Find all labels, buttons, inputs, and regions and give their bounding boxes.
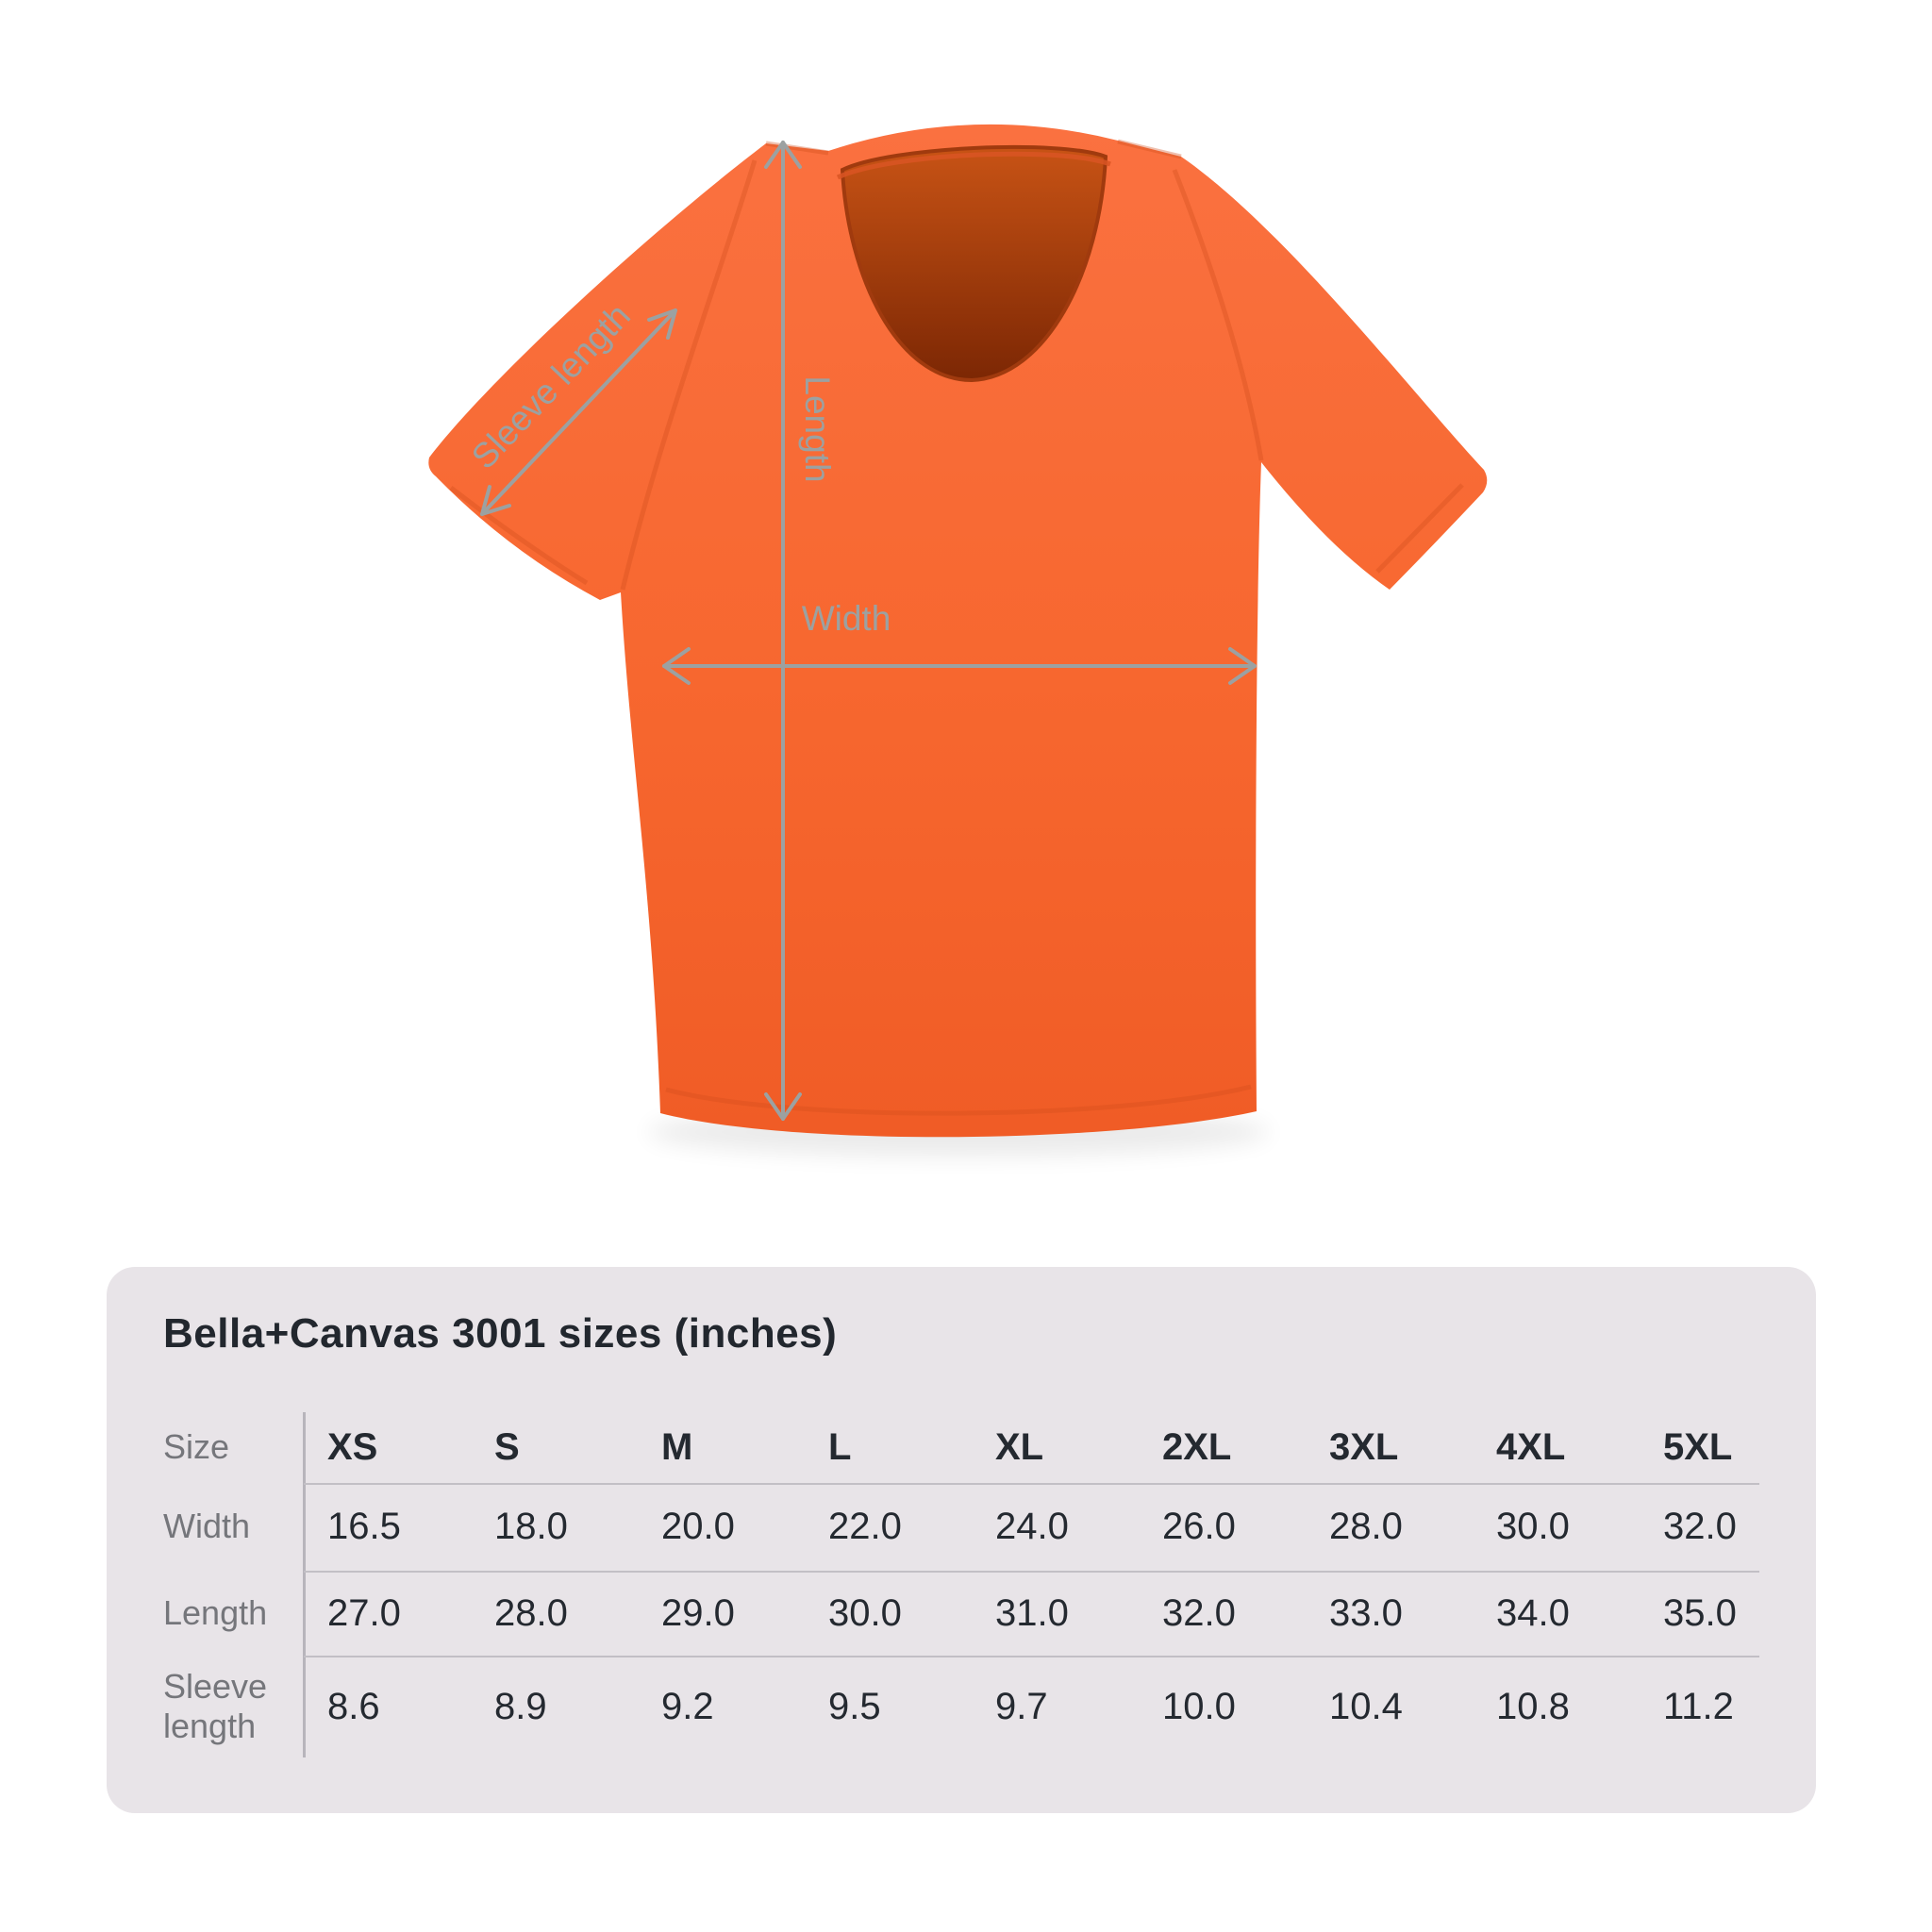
collar-opening [840, 144, 1108, 383]
size-table: Size XS S M L XL 2XL 3XL 4XL 5XL Width 1… [163, 1412, 1830, 1757]
table-cell: 30.0 [1496, 1506, 1570, 1547]
table-cell: 27.0 [327, 1591, 401, 1634]
table-cell: 22.0 [828, 1506, 902, 1547]
table-cell: 28.0 [1329, 1506, 1403, 1547]
table-cell: 8.6 [327, 1685, 380, 1727]
tshirt-diagram: Sleeve length Length Width [428, 124, 1488, 1157]
left-cuff-stitch [449, 486, 589, 586]
table-divider-vertical [303, 1412, 306, 1757]
table-cell: 9.7 [995, 1685, 1048, 1727]
table-divider-2 [304, 1571, 1759, 1573]
length-label: Length [798, 375, 837, 482]
table-cell: 9.2 [661, 1685, 714, 1727]
card-title: Bella+Canvas 3001 sizes (inches) [163, 1310, 838, 1357]
width-label: Width [802, 599, 891, 638]
column-header-s: S [494, 1426, 520, 1468]
table-divider-1 [304, 1483, 1759, 1485]
table-divider-3 [304, 1656, 1759, 1657]
table-cell: 8.9 [494, 1685, 547, 1727]
table-cell: 26.0 [1162, 1506, 1236, 1547]
length-arrow [764, 141, 802, 1121]
table-cell: 16.5 [327, 1506, 401, 1547]
size-table-card [107, 1267, 1816, 1813]
table-cell: 9.5 [828, 1685, 881, 1727]
collar-band-seam [836, 151, 1111, 180]
table-cell: 31.0 [995, 1591, 1069, 1634]
row-label-sleeve-length: Sleeve length [163, 1666, 268, 1745]
column-header-2xl: 2XL [1162, 1426, 1232, 1468]
row-label-size: Size [163, 1427, 230, 1467]
column-header-4xl: 4XL [1496, 1426, 1566, 1468]
table-cell: 35.0 [1663, 1591, 1737, 1634]
table-cell: 20.0 [661, 1506, 735, 1547]
column-header-5xl: 5XL [1663, 1426, 1733, 1468]
width-arrow [662, 647, 1257, 685]
column-header-l: L [828, 1426, 852, 1468]
table-cell: 11.2 [1663, 1685, 1734, 1727]
table-cell: 10.8 [1496, 1685, 1570, 1727]
hem-stitch [665, 1084, 1252, 1116]
table-cell: 29.0 [661, 1591, 735, 1634]
table-cell: 34.0 [1496, 1591, 1570, 1634]
row-label-width: Width [163, 1507, 251, 1546]
column-header-m: M [661, 1426, 693, 1468]
table-cell: 32.0 [1162, 1591, 1236, 1634]
table-cell: 24.0 [995, 1506, 1069, 1547]
table-cell: 30.0 [828, 1591, 902, 1634]
column-header-xs: XS [327, 1426, 378, 1468]
table-cell: 28.0 [494, 1591, 568, 1634]
right-cuff-stitch [1375, 483, 1464, 574]
table-cell: 18.0 [494, 1506, 568, 1547]
table-cell: 10.0 [1162, 1685, 1236, 1727]
table-cell: 10.4 [1329, 1685, 1403, 1727]
seam-lines [449, 139, 1464, 1116]
tshirt-body [428, 124, 1488, 1138]
sleeve-length-arrow [480, 308, 677, 516]
table-cell: 32.0 [1663, 1506, 1737, 1547]
row-label-length: Length [163, 1592, 268, 1632]
column-header-3xl: 3XL [1329, 1426, 1399, 1468]
column-header-xl: XL [995, 1426, 1044, 1468]
table-cell: 33.0 [1329, 1591, 1403, 1634]
